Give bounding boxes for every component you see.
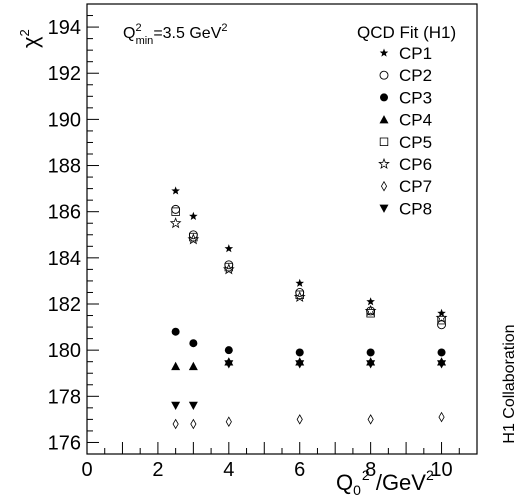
x-axis-title: Q02 /GeV2: [336, 467, 434, 498]
annotation-prefix: Q: [123, 25, 135, 42]
series-cp2: [171, 204, 446, 330]
legend-marker-cp2: [379, 70, 389, 80]
point-cp3: [224, 346, 233, 355]
annotation-sup: 2: [135, 22, 141, 34]
x-tick-label: 4: [223, 459, 234, 481]
point-cp3: [437, 348, 446, 357]
point-cp6: [187, 233, 200, 245]
x-axis-title-sub: 0: [353, 482, 361, 498]
point-cp1: [224, 244, 234, 253]
point-cp7: [296, 414, 303, 425]
point-cp8: [171, 401, 181, 411]
legend-marker-cp7: [380, 180, 388, 192]
series-cp3: [171, 327, 446, 357]
point-cp1: [171, 186, 180, 195]
point-cp3: [171, 327, 180, 336]
x-tick-label: 2: [152, 459, 163, 481]
point-cp3: [295, 348, 304, 357]
point-cp7: [190, 418, 197, 430]
side-label: H1 Collaboration: [501, 324, 518, 443]
point-cp1: [295, 278, 305, 287]
y-axis-title-sup: 2: [17, 29, 32, 36]
x-tick-label: 6: [294, 459, 305, 481]
point-cp5: [437, 315, 446, 325]
x-axis-title-main: Q: [336, 470, 353, 495]
point-cp8: [224, 360, 234, 369]
y-tick-label: 190: [48, 109, 81, 131]
x-axis-title-sup: 2: [362, 467, 370, 483]
point-cp5: [171, 207, 180, 216]
point-cp3: [189, 339, 198, 348]
point-cp6: [293, 290, 306, 303]
legend-label-cp8: CP8: [399, 199, 432, 218]
qmin-annotation: Q2 min=3.5 GeV2: [123, 22, 227, 47]
legend-title: QCD Fit (H1): [357, 23, 456, 42]
point-cp6: [364, 304, 377, 316]
legend-label-cp6: CP6: [399, 155, 432, 174]
point-cp7: [438, 411, 445, 423]
legend-marker-cp5: [379, 137, 389, 146]
series-cp7: [172, 411, 445, 430]
series-cp4: [171, 357, 447, 371]
point-cp2: [437, 320, 446, 330]
y-tick-label: 188: [48, 156, 81, 178]
legend-label-cp2: CP2: [399, 66, 432, 85]
point-cp8: [188, 401, 198, 411]
legend-label-cp7: CP7: [399, 177, 432, 196]
point-cp1: [366, 297, 375, 306]
legend-marker-cp6: [378, 157, 390, 169]
legend-label-cp5: CP5: [399, 133, 432, 152]
y-axis-title-main: χ: [18, 36, 43, 48]
point-cp8: [295, 360, 305, 369]
point-cp8: [366, 360, 376, 369]
annotation-rest-sup: 2: [221, 22, 227, 34]
y-tick-label: 186: [48, 202, 81, 224]
y-axis-title: χ2: [17, 29, 43, 48]
y-tick-label: 194: [48, 17, 81, 39]
y-tick-label: 182: [48, 294, 81, 316]
y-tick-label: 192: [48, 63, 81, 85]
legend-marker-cp3: [380, 93, 388, 102]
legend-label-cp4: CP4: [399, 111, 432, 130]
point-cp7: [225, 416, 232, 427]
y-tick-label: 178: [48, 386, 81, 408]
x-tick-label: 0: [81, 459, 92, 481]
point-cp7: [172, 418, 179, 430]
legend: QCD Fit (H1) CP1 CP2 CP3 CP4 CP5 CP6 CP7 CP8: [357, 23, 456, 218]
point-cp3: [366, 348, 375, 357]
y-tick-label: 184: [48, 248, 81, 270]
legend-marker-cp1: [379, 48, 389, 57]
legend-marker-cp4: [379, 115, 389, 124]
point-cp4: [171, 361, 181, 371]
point-cp4: [188, 361, 198, 371]
legend-marker-cp8: [379, 204, 389, 213]
y-tick-label: 176: [48, 432, 81, 454]
series-cp5: [171, 207, 446, 325]
y-tick-label: 180: [48, 340, 81, 362]
point-cp7: [367, 414, 374, 425]
annotation-sub: min: [136, 35, 154, 47]
legend-label-cp3: CP3: [399, 88, 432, 107]
annotation-rest: =3.5 GeV: [153, 25, 221, 42]
point-cp6: [222, 263, 235, 275]
point-cp6: [169, 217, 182, 229]
series-cp8: [171, 360, 447, 411]
legend-label-cp1: CP1: [399, 44, 432, 63]
point-cp6: [435, 311, 448, 323]
point-cp2: [171, 204, 181, 214]
point-cp1: [189, 211, 198, 220]
x-tick-label: 10: [430, 459, 452, 481]
x-axis-title-unit: /GeV: [370, 470, 427, 495]
x-axis-title-unit-sup: 2: [426, 467, 434, 483]
axes: 0 2 4 6 8 10 176 178 180 182 184 186 188 190 192 194: [48, 3, 478, 481]
data-marks: [169, 186, 448, 430]
series-cp6: [169, 217, 448, 323]
point-cp8: [437, 360, 447, 369]
x-tick-label: 8: [365, 459, 376, 481]
point-cp5: [366, 309, 375, 318]
